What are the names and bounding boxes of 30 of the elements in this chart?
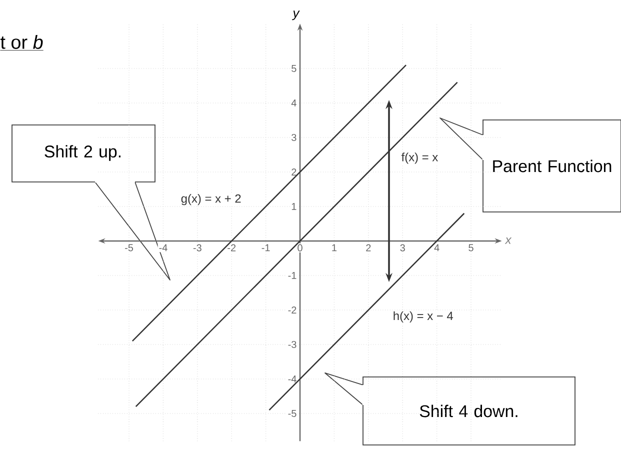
x-axis-title: x — [504, 238, 512, 244]
x-tick-label: -2 — [228, 244, 236, 252]
series-label: h(x) = x − 4 — [394, 311, 453, 322]
y-axis-title: y — [292, 10, 300, 20]
y-tick-label: -4 — [288, 376, 296, 382]
series-label: g(x) = x + 2 — [181, 194, 241, 206]
y-tick-label: -1 — [288, 272, 296, 279]
x-tick-label: -4 — [159, 244, 168, 252]
x-tick-label: -1 — [262, 244, 270, 252]
y-tick-label: 5 — [292, 65, 296, 72]
x-tick-label: 0 — [298, 244, 302, 252]
x-tick-label: -5 — [125, 244, 134, 252]
y-tick-label: -5 — [288, 410, 296, 417]
annotation: Shift 2 up. — [44, 145, 121, 161]
y-tick-label: 4 — [291, 100, 296, 106]
annotation: Parent Function — [493, 160, 612, 172]
x-tick-label: 1 — [332, 244, 336, 252]
y-tick-label: -3 — [288, 340, 296, 348]
y-tick-label: -2 — [288, 306, 296, 314]
x-tick-label: 5 — [468, 244, 474, 252]
y-tick-label: 1 — [292, 203, 296, 210]
x-tick-label: 2 — [366, 244, 371, 252]
x-tick-label: -3 — [193, 244, 202, 252]
x-tick-label: 3 — [400, 244, 405, 252]
x-tick-label: 4 — [434, 244, 440, 252]
y-tick-label: 2 — [292, 168, 296, 176]
chart-title: t or b — [0, 35, 43, 49]
series-label: f(x) = x — [401, 152, 438, 164]
annotation: Shift 4 down. — [420, 404, 518, 418]
y-tick-label: 3 — [292, 134, 296, 142]
